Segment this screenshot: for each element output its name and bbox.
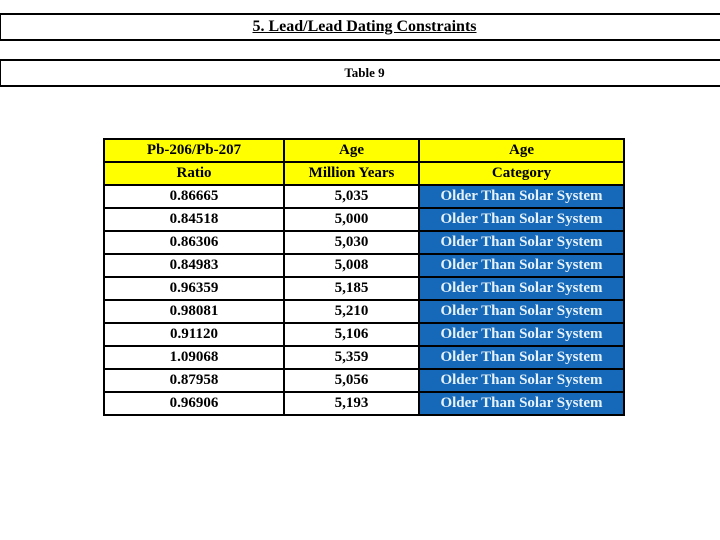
table-row: 0.84518 5,000 Older Than Solar System [103,207,625,232]
category-cell: Older Than Solar System [418,391,625,416]
category-cell: Older Than Solar System [418,207,625,232]
age-cell: 5,000 [283,207,420,232]
header-ratio-line1: Pb-206/Pb-207 [103,138,285,163]
table-row: 0.96906 5,193 Older Than Solar System [103,391,625,416]
ratio-cell: 0.96906 [103,391,285,416]
ratio-cell: 0.91120 [103,322,285,347]
ratio-cell: 1.09068 [103,345,285,370]
category-cell: Older Than Solar System [418,299,625,324]
category-cell: Older Than Solar System [418,368,625,393]
age-cell: 5,210 [283,299,420,324]
category-cell: Older Than Solar System [418,322,625,347]
age-cell: 5,185 [283,276,420,301]
age-cell: 5,008 [283,253,420,278]
subtitle-banner: Table 9 [0,59,720,87]
age-cell: 5,193 [283,391,420,416]
header-age-line1: Age [283,138,420,163]
age-cell: 5,056 [283,368,420,393]
age-cell: 5,359 [283,345,420,370]
table-header-row-2: Ratio Million Years Category [103,161,625,186]
table-row: 0.86665 5,035 Older Than Solar System [103,184,625,209]
age-cell: 5,106 [283,322,420,347]
ratio-cell: 0.87958 [103,368,285,393]
category-cell: Older Than Solar System [418,345,625,370]
header-ratio-line2: Ratio [103,161,285,186]
category-cell: Older Than Solar System [418,276,625,301]
table-row: 0.84983 5,008 Older Than Solar System [103,253,625,278]
table-header-row-1: Pb-206/Pb-207 Age Age [103,138,625,163]
ratio-cell: 0.84518 [103,207,285,232]
title-banner: 5. Lead/Lead Dating Constraints [0,13,720,41]
table-caption: Table 9 [344,65,385,80]
header-age-line2: Million Years [283,161,420,186]
table-row: 0.87958 5,056 Older Than Solar System [103,368,625,393]
ratio-cell: 0.96359 [103,276,285,301]
ratio-cell: 0.86306 [103,230,285,255]
table-row: 0.86306 5,030 Older Than Solar System [103,230,625,255]
category-cell: Older Than Solar System [418,184,625,209]
table-row: 0.91120 5,106 Older Than Solar System [103,322,625,347]
ratio-cell: 0.84983 [103,253,285,278]
table-row: 0.98081 5,210 Older Than Solar System [103,299,625,324]
ratio-cell: 0.98081 [103,299,285,324]
header-category-line2: Category [418,161,625,186]
page-title: 5. Lead/Lead Dating Constraints [252,18,477,35]
table-row: 0.96359 5,185 Older Than Solar System [103,276,625,301]
header-category-line1: Age [418,138,625,163]
lead-dating-table: Pb-206/Pb-207 Age Age Ratio Million Year… [103,138,625,416]
category-cell: Older Than Solar System [418,253,625,278]
age-cell: 5,030 [283,230,420,255]
ratio-cell: 0.86665 [103,184,285,209]
table-row: 1.09068 5,359 Older Than Solar System [103,345,625,370]
age-cell: 5,035 [283,184,420,209]
category-cell: Older Than Solar System [418,230,625,255]
